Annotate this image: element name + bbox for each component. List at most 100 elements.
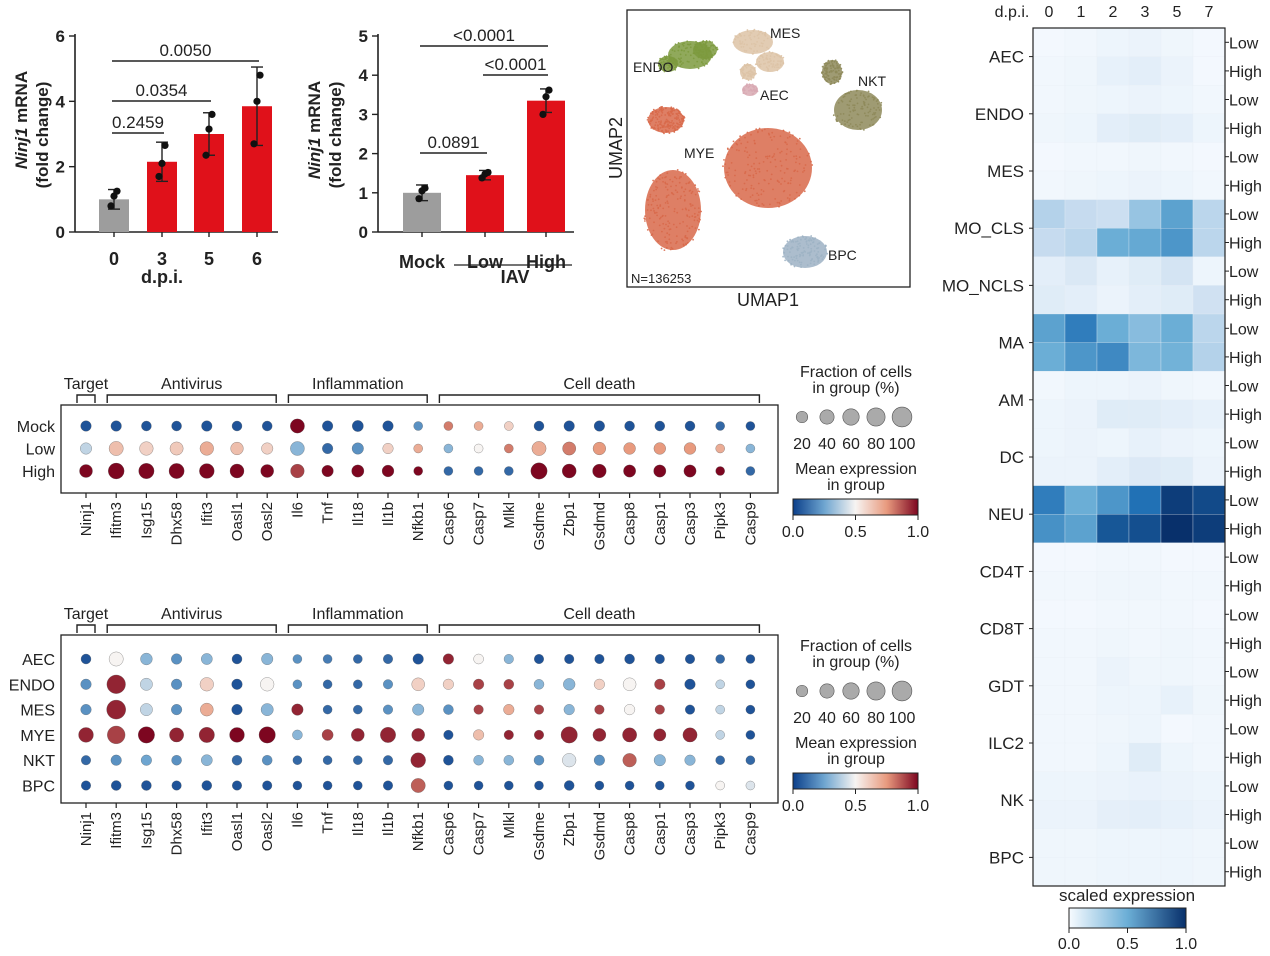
umap-cell-point [747, 72, 750, 75]
umap-cell-point [840, 123, 843, 126]
umap-cell-point [842, 96, 845, 98]
dot-low-zbp1 [562, 441, 576, 456]
umap-plot: UMAP1 UMAP2 N=136253 ENDO MES AEC NKT MY… [606, 9, 911, 310]
heatmap-cell [1192, 485, 1226, 515]
umap-cell-point [665, 223, 667, 226]
dot-high-casp9 [745, 466, 756, 476]
umap-cell-point [789, 194, 791, 196]
heatmap-cell [1128, 85, 1162, 115]
umap-cell-point [877, 106, 880, 109]
gene-label-il1b: Il1b [380, 812, 397, 836]
heatmap-cell [1096, 742, 1130, 773]
umap-cell-point [835, 118, 838, 120]
size-legend-label: 80 [867, 436, 885, 453]
umap-cell-point [852, 104, 854, 107]
dot-endo-isg15 [140, 677, 153, 691]
data-point [542, 93, 550, 101]
umap-cell-point [757, 37, 760, 40]
heatmap-cell [1192, 514, 1226, 544]
umap-cell-point [826, 63, 828, 65]
gene-label-mlkl: Mlkl [501, 502, 518, 529]
heatmap-row-label-low: Low [1229, 93, 1259, 110]
umap-cell-point [867, 115, 869, 117]
dot-endo-casp8 [622, 677, 637, 691]
y-tick-label: 4 [359, 66, 369, 85]
umap-cell-point [836, 66, 838, 68]
umap-cell-point [675, 235, 678, 238]
umap-cell-point [867, 90, 870, 93]
umap-cell-point [704, 55, 707, 58]
dot-nkt-ninj1 [81, 755, 91, 766]
umap-cell-point [754, 199, 757, 202]
umap-cell-point [776, 66, 778, 69]
umap-cell-point [749, 196, 752, 198]
umap-cell-point [762, 204, 765, 207]
dot-aec-oasl1 [231, 653, 243, 665]
heatmap-cell [1128, 456, 1162, 487]
heatmap-cell [1064, 742, 1098, 773]
umap-cell-point [664, 186, 667, 189]
umap-cell-point [785, 159, 787, 161]
umap-cell-point [836, 64, 839, 67]
umap-cell-point [752, 76, 755, 79]
umap-cell-point [739, 42, 742, 45]
umap-cell-point [826, 252, 829, 255]
dot-mye-oasl2 [258, 726, 276, 744]
umap-cell-point [786, 240, 789, 243]
umap-cell-point [688, 216, 691, 218]
umap-cell-point [822, 74, 825, 76]
umap-cell-point [759, 65, 762, 68]
umap-cell-point [665, 118, 668, 121]
umap-cell-point [683, 50, 685, 52]
dot-mock-il6 [290, 418, 305, 434]
group-label-antivirus: Antivirus [161, 376, 222, 393]
umap-cell-point [669, 69, 672, 72]
umap-cell-point [650, 127, 653, 129]
umap-cell-point [752, 176, 755, 179]
dot-nkt-dhx58 [171, 755, 182, 766]
dot-nkt-tnf [322, 755, 333, 765]
umap-cell-point [665, 56, 667, 59]
umap-cell-point [848, 118, 851, 121]
umap-cell-point [658, 123, 661, 125]
dot-mes-ninj1 [80, 704, 92, 716]
heatmap-cell [1032, 142, 1066, 172]
heatmap-cell [1032, 485, 1066, 515]
heatmap-legend-title: scaled expression [1059, 886, 1195, 905]
dot-nkt-casp8 [622, 753, 637, 768]
heatmap-header: d.p.i. [995, 4, 1030, 21]
heatmap-cell [1096, 256, 1130, 286]
umap-cell-point [752, 187, 755, 190]
umap-cell-point [788, 135, 791, 138]
umap-cell-point [668, 59, 671, 62]
umap-cell-point [699, 42, 701, 45]
umap-cell-point [664, 129, 667, 131]
dot-nkt-zbp1 [562, 753, 577, 768]
heatmap-cell [1096, 542, 1130, 572]
umap-cell-point [867, 111, 870, 114]
umap-cell-point [650, 234, 653, 237]
umap-cell-point [667, 130, 669, 133]
umap-cell-point [780, 200, 783, 202]
umap-cell-point [880, 101, 883, 104]
bar-low [466, 175, 504, 232]
umap-cell-point [804, 164, 807, 166]
umap-cell-point [774, 64, 777, 67]
umap-cell-point [860, 121, 862, 124]
umap-cell-point [725, 171, 728, 174]
umap-cell-point [676, 211, 679, 214]
umap-cell-point [745, 189, 747, 192]
heatmap-cell [1192, 85, 1226, 115]
umap-cell-point [774, 158, 777, 161]
dot-endo-il18 [353, 679, 363, 689]
umap-cell-point [700, 210, 702, 213]
umap-cell-point [662, 180, 664, 183]
dot-nkt-oasl1 [231, 755, 243, 766]
size-legend-dot [795, 684, 809, 698]
umap-cell-point [863, 104, 866, 106]
size-legend-dot [795, 410, 809, 424]
dot-high-casp8 [623, 464, 636, 478]
umap-cell-point [799, 148, 802, 151]
dot-mye-casp7 [473, 729, 485, 741]
umap-cell-point [821, 65, 824, 68]
